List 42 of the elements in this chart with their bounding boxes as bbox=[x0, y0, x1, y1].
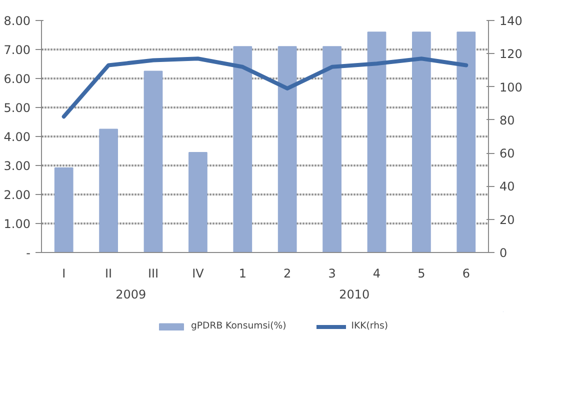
x-tick-label: 3 bbox=[328, 266, 336, 280]
y-tick-label: 2.00 bbox=[4, 188, 30, 202]
y-tick-label: - bbox=[26, 246, 31, 260]
bar bbox=[367, 32, 386, 252]
y-tick-label: 7.00 bbox=[4, 43, 30, 57]
bar bbox=[322, 46, 342, 252]
y2-tick-label: 120 bbox=[500, 47, 522, 62]
x-tick-label: 2 bbox=[284, 266, 292, 280]
legend-label: gPDRB Konsumsi(%) bbox=[190, 320, 286, 332]
y-tick-label: 8.00 bbox=[4, 14, 30, 28]
y-tick-label: 1.00 bbox=[4, 217, 30, 231]
y-tick-label: 3.00 bbox=[4, 159, 30, 173]
y-tick-label: 4.00 bbox=[4, 130, 30, 144]
bar bbox=[233, 46, 252, 252]
bar bbox=[412, 32, 431, 252]
y2-tick-label: 40 bbox=[500, 180, 515, 194]
bar bbox=[99, 128, 118, 252]
bar bbox=[54, 167, 74, 252]
y2-tick-label: 140 bbox=[500, 14, 522, 28]
y-tick-label: 5.00 bbox=[4, 101, 30, 115]
x-tick-label: 5 bbox=[418, 266, 426, 280]
x-tick-label: II bbox=[105, 266, 112, 280]
y2-tick-label: 80 bbox=[500, 113, 515, 128]
text: 2009 bbox=[116, 288, 146, 302]
bar bbox=[144, 70, 163, 252]
x-tick-label: III bbox=[148, 266, 159, 280]
legend-label: IKK(rhs) bbox=[351, 320, 388, 332]
bar bbox=[188, 152, 208, 252]
x-tick-label: 6 bbox=[462, 266, 470, 280]
y2-tick-label: 60 bbox=[500, 146, 515, 161]
y2-tick-label: 0 bbox=[500, 246, 508, 260]
bar bbox=[456, 32, 476, 252]
x-tick-label: 1 bbox=[238, 266, 246, 280]
line-series bbox=[62, 56, 468, 119]
bar bbox=[278, 46, 297, 252]
y-tick-label: 6.00 bbox=[4, 72, 30, 86]
x-tick-label: 4 bbox=[372, 266, 381, 280]
x-tick-label: IV bbox=[192, 266, 205, 280]
x-tick-label: I bbox=[62, 266, 66, 280]
y2-tick-label: 100 bbox=[500, 80, 522, 94]
y2-tick-label: 20 bbox=[500, 212, 515, 227]
text: 2010 bbox=[339, 288, 370, 302]
